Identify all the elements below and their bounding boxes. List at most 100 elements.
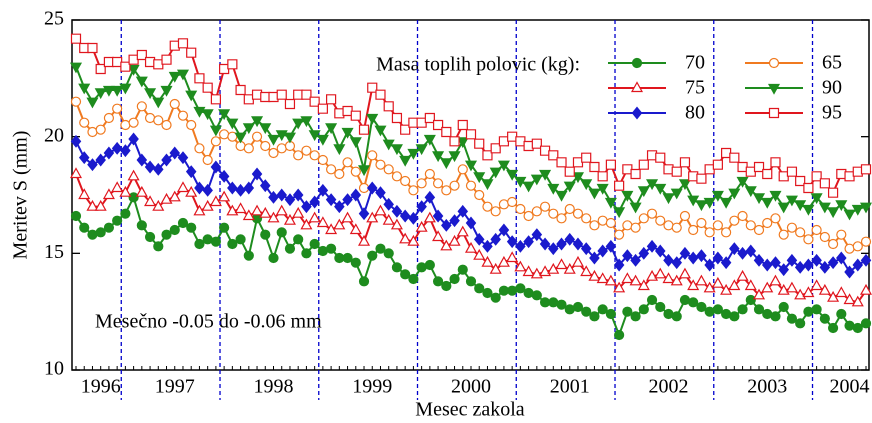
point (703, 197, 716, 209)
point (481, 179, 494, 191)
point (399, 232, 412, 244)
point (341, 127, 354, 139)
point (711, 190, 724, 202)
point (153, 59, 164, 70)
point (201, 109, 214, 121)
point (671, 166, 682, 177)
point (588, 269, 601, 281)
point (506, 251, 519, 263)
point (523, 235, 534, 249)
legend-label: 75 (685, 77, 705, 99)
point (161, 153, 172, 167)
point (432, 209, 444, 223)
point (383, 248, 394, 259)
point (317, 103, 328, 114)
point (638, 213, 649, 224)
legend-marker (767, 83, 781, 95)
point (835, 200, 848, 212)
point (655, 215, 666, 226)
point (737, 246, 748, 260)
point (70, 210, 82, 222)
point (235, 234, 246, 245)
x-tick-label: 1997 (155, 376, 195, 398)
point (407, 234, 420, 246)
point (671, 222, 682, 233)
point (762, 308, 773, 320)
point (811, 224, 822, 236)
point (152, 199, 165, 211)
point (400, 269, 411, 280)
point (531, 228, 543, 242)
point (843, 293, 856, 305)
point (589, 251, 600, 265)
point (375, 89, 386, 100)
point (169, 98, 180, 110)
point (818, 283, 831, 295)
point (383, 101, 394, 112)
x-tick-label: 2000 (451, 376, 491, 398)
point (597, 244, 608, 258)
point (622, 249, 633, 263)
point (474, 189, 485, 201)
point (358, 207, 370, 221)
point (120, 208, 131, 219)
point (489, 262, 502, 274)
point (852, 166, 863, 177)
point (498, 223, 510, 237)
point (350, 166, 361, 177)
point (515, 239, 526, 253)
point (416, 178, 427, 189)
point (556, 237, 567, 251)
x-tick-label: 2001 (550, 376, 590, 398)
x-axis-title: Mesec zakola (415, 399, 525, 421)
point (712, 304, 723, 315)
point (482, 239, 493, 253)
point (176, 69, 189, 81)
point (637, 279, 650, 291)
point (481, 255, 494, 267)
point (407, 148, 420, 160)
point (654, 267, 667, 279)
point (111, 181, 124, 193)
point (284, 243, 296, 254)
point (498, 136, 510, 147)
point (721, 227, 732, 238)
point (243, 250, 254, 261)
point (580, 265, 593, 277)
point (744, 186, 757, 198)
point (391, 171, 403, 182)
point (135, 185, 148, 197)
point (374, 204, 387, 216)
point (819, 178, 830, 189)
point (490, 206, 501, 217)
point (456, 137, 469, 149)
point (94, 88, 107, 100)
point (629, 274, 642, 286)
point (70, 134, 82, 148)
point (194, 181, 205, 195)
point (441, 185, 452, 196)
point (367, 150, 378, 161)
point (194, 143, 205, 154)
point (400, 175, 411, 187)
point (827, 238, 839, 250)
point (522, 181, 535, 193)
point (803, 306, 814, 317)
point (227, 238, 238, 250)
point (663, 308, 674, 320)
point (605, 159, 616, 170)
point (465, 276, 477, 287)
point (589, 220, 600, 231)
point (70, 96, 82, 107)
point (622, 306, 633, 317)
point (235, 183, 246, 197)
legend-label: 65 (822, 52, 842, 74)
point (737, 210, 748, 222)
point (350, 257, 361, 268)
point (778, 301, 789, 313)
point (95, 63, 106, 75)
point (515, 203, 526, 215)
point (604, 197, 617, 209)
point (663, 220, 674, 231)
point (556, 157, 567, 168)
